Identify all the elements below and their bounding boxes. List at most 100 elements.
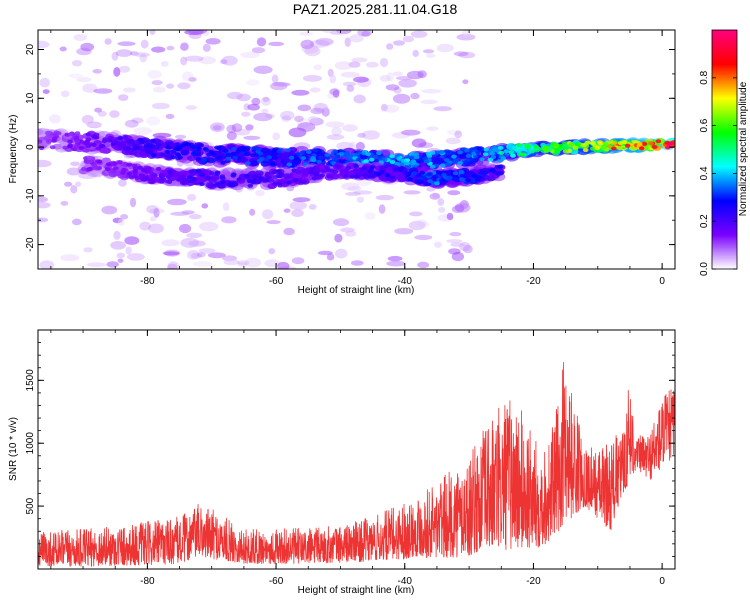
noise-blob xyxy=(251,97,261,106)
signal-blob xyxy=(236,177,243,182)
signal-blob xyxy=(396,156,402,161)
signal-blob xyxy=(82,141,88,145)
signal-blob xyxy=(230,173,237,178)
noise-blob xyxy=(185,105,197,110)
noise-blob xyxy=(329,74,337,84)
signal-blob xyxy=(655,139,662,144)
signal-blob xyxy=(197,170,204,175)
noise-blob xyxy=(355,141,365,151)
signal-blob xyxy=(258,157,265,161)
noise-blob xyxy=(386,43,394,50)
noise-blob xyxy=(109,110,120,118)
signal-blob xyxy=(105,162,112,167)
signal-blob xyxy=(516,143,522,148)
signal-blob xyxy=(185,142,191,147)
signal-blob xyxy=(181,180,187,185)
signal-blob xyxy=(367,174,374,179)
signal-blob xyxy=(498,150,505,155)
noise-blob xyxy=(118,94,129,101)
noise-blob xyxy=(153,208,160,218)
noise-blob xyxy=(241,111,251,117)
noise-blob xyxy=(187,193,197,201)
signal-blob xyxy=(288,155,295,160)
noise-blob xyxy=(92,69,102,74)
noise-blob xyxy=(273,82,291,87)
noise-blob xyxy=(432,192,440,199)
signal-blob xyxy=(278,153,287,160)
noise-blob xyxy=(118,179,127,187)
noise-blob xyxy=(353,94,366,104)
signal-blob xyxy=(572,145,579,150)
figure-title: PAZ1.2025.281.11.04.G18 xyxy=(293,1,458,17)
signal-blob xyxy=(310,156,316,160)
noise-blob xyxy=(445,137,461,145)
signal-blob xyxy=(188,169,194,174)
noise-blob xyxy=(281,115,291,122)
noise-blob xyxy=(418,221,430,228)
noise-blob xyxy=(60,200,69,206)
noise-blob xyxy=(277,261,290,269)
signal-blob xyxy=(443,158,450,162)
signal-blob xyxy=(87,155,93,160)
signal-blob xyxy=(271,170,278,175)
noise-blob xyxy=(38,40,50,49)
signal-blob xyxy=(497,146,504,150)
signal-blob xyxy=(430,156,440,163)
signal-blob xyxy=(239,157,249,163)
noise-blob xyxy=(167,198,187,206)
noise-blob xyxy=(447,129,461,136)
signal-blob xyxy=(357,168,364,173)
signal-blob xyxy=(353,164,360,169)
snr-ylabel: SNR (10 * v/v) xyxy=(8,417,19,481)
noise-blob xyxy=(221,216,237,224)
noise-blob xyxy=(448,248,461,255)
noise-blob xyxy=(223,259,240,266)
spectrogram-ylabel: Frequency (Hz) xyxy=(8,115,19,184)
noise-blob xyxy=(117,258,124,263)
signal-blob xyxy=(490,155,497,159)
colorbar: 0.0 0.2 0.4 0.6 0.8 Normalized spectral ampl… xyxy=(699,29,749,276)
noise-blob xyxy=(385,84,400,91)
signal-blob xyxy=(447,175,453,180)
signal-blob xyxy=(529,149,536,154)
noise-blob xyxy=(351,260,364,266)
signal-blob xyxy=(160,177,166,182)
signal-blob xyxy=(489,151,496,156)
x-tick-label: 0 xyxy=(659,276,665,287)
noise-blob xyxy=(291,209,304,218)
noise-blob xyxy=(288,127,307,138)
noise-blob xyxy=(179,223,192,234)
noise-blob xyxy=(345,191,361,196)
signal-blob xyxy=(326,174,333,179)
noise-blob xyxy=(245,124,254,131)
noise-blob xyxy=(417,70,427,79)
noise-blob xyxy=(221,55,238,66)
colorbar-tick-label: 0.8 xyxy=(699,70,710,84)
signal-blob xyxy=(160,173,166,178)
signal-blob xyxy=(262,178,269,183)
noise-blob xyxy=(140,39,149,49)
signal-blob xyxy=(411,152,417,157)
noise-blob xyxy=(256,37,267,47)
signal-blob xyxy=(286,180,292,185)
noise-blob xyxy=(146,116,161,126)
signal-blob xyxy=(462,160,469,165)
signal-blob xyxy=(312,148,319,153)
signal-blob xyxy=(301,179,308,184)
signal-blob xyxy=(74,143,80,148)
signal-blob xyxy=(557,143,563,148)
signal-blob xyxy=(220,176,226,181)
noise-blob xyxy=(310,107,325,115)
signal-blob xyxy=(497,164,504,169)
noise-blob xyxy=(170,211,190,216)
signal-blob xyxy=(272,175,279,180)
signal-blob xyxy=(78,146,85,150)
signal-blob xyxy=(427,179,433,184)
noise-blob xyxy=(309,87,321,93)
noise-blob xyxy=(152,86,166,93)
signal-blob xyxy=(453,177,459,182)
colorbar-ticks: 0.0 0.2 0.4 0.6 0.8 xyxy=(699,70,737,276)
signal-blob xyxy=(423,159,430,164)
signal-blob xyxy=(133,151,143,158)
noise-blob xyxy=(302,75,323,82)
